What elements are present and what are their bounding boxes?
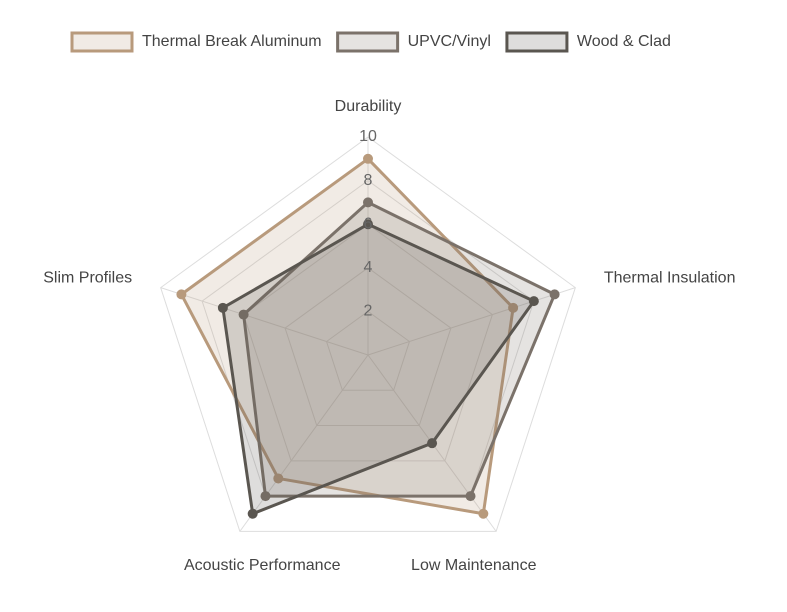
point xyxy=(217,302,228,313)
point xyxy=(176,289,187,300)
point xyxy=(427,438,438,449)
legend-swatch xyxy=(505,31,569,53)
tick: 8 xyxy=(364,172,373,189)
point xyxy=(478,508,489,519)
grid-ring xyxy=(325,310,411,391)
point xyxy=(247,508,258,519)
tick: 10 xyxy=(359,128,377,145)
spoke xyxy=(160,287,369,356)
legend-swatch xyxy=(336,31,400,53)
legend-swatch xyxy=(70,31,134,53)
axis-label: Slim Profiles xyxy=(43,270,132,287)
tick: 6 xyxy=(364,215,373,232)
tick: 4 xyxy=(364,259,373,276)
point xyxy=(508,302,519,313)
point xyxy=(260,491,271,502)
spoke xyxy=(239,354,369,532)
point xyxy=(238,309,249,320)
legend-label: Thermal Break Aluminum xyxy=(142,33,322,50)
point xyxy=(363,153,373,164)
grid-ring xyxy=(284,267,452,427)
axis-label: Low Maintenance xyxy=(411,557,537,574)
grid-ring xyxy=(243,223,493,462)
point xyxy=(273,473,284,484)
series-area xyxy=(221,222,537,516)
spoke xyxy=(367,287,576,356)
axis-label: Acoustic Performance xyxy=(184,557,341,574)
axis-label: Durability xyxy=(335,98,402,115)
axis-label: Thermal Insulation xyxy=(604,270,736,287)
legend-label: Wood & Clad xyxy=(577,33,671,50)
point xyxy=(528,296,539,307)
point xyxy=(549,289,560,300)
legend-label: UPVC/Vinyl xyxy=(408,33,491,50)
point xyxy=(465,491,476,502)
grid-ring xyxy=(160,136,576,532)
tick: 2 xyxy=(364,303,373,320)
point xyxy=(363,219,373,230)
point xyxy=(363,197,373,208)
